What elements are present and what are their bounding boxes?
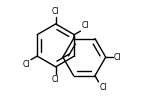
- Text: Cl: Cl: [99, 83, 107, 92]
- Text: Cl: Cl: [81, 22, 89, 30]
- Text: Cl: Cl: [114, 53, 122, 62]
- Text: Cl: Cl: [52, 75, 60, 84]
- Text: Cl: Cl: [22, 60, 30, 69]
- Text: Cl: Cl: [52, 7, 60, 16]
